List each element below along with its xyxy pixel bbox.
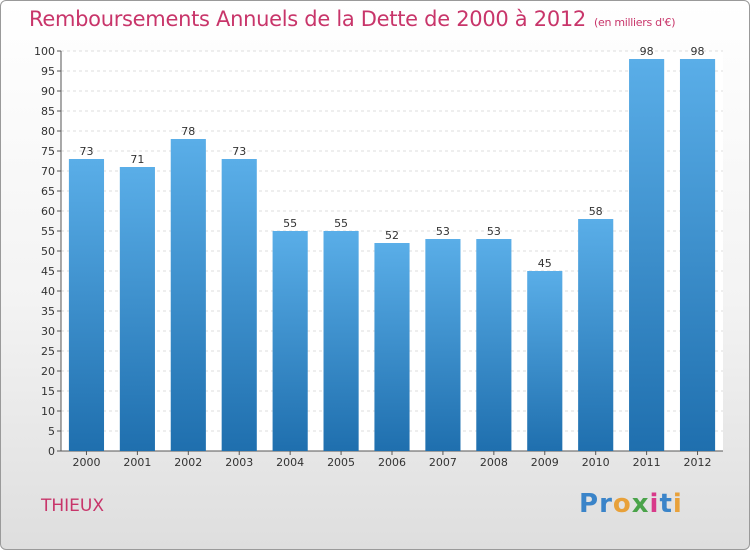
y-tick-label: 0	[48, 445, 55, 458]
bar-value-label: 73	[232, 145, 246, 158]
x-tick-label: 2003	[225, 456, 253, 469]
bar	[119, 167, 155, 451]
y-tick-label: 65	[41, 185, 55, 198]
y-tick-label: 45	[41, 265, 55, 278]
bar-value-label: 45	[538, 257, 552, 270]
y-tick-label: 70	[41, 165, 55, 178]
y-tick-label: 60	[41, 205, 55, 218]
bar-value-label: 58	[589, 205, 603, 218]
bar	[272, 231, 308, 451]
logo-letter: r	[599, 489, 613, 519]
x-tick-label: 2010	[582, 456, 610, 469]
x-tick-label: 2008	[480, 456, 508, 469]
y-tick-label: 100	[34, 45, 55, 58]
bar-value-label: 52	[385, 229, 399, 242]
bar-value-label: 73	[79, 145, 93, 158]
x-tick-label: 2002	[174, 456, 202, 469]
bar	[578, 219, 614, 451]
bar	[527, 271, 563, 451]
y-tick-label: 25	[41, 345, 55, 358]
y-tick-label: 10	[41, 405, 55, 418]
y-tick-label: 40	[41, 285, 55, 298]
bar-value-label: 53	[487, 225, 501, 238]
logo-letter: i	[672, 489, 683, 519]
bar	[221, 159, 257, 451]
x-tick-label: 2009	[531, 456, 559, 469]
bar	[679, 59, 716, 451]
logo-letter: i	[649, 489, 660, 519]
y-tick-label: 35	[41, 305, 55, 318]
bar-value-label: 98	[691, 45, 705, 58]
bar-value-label: 53	[436, 225, 450, 238]
x-tick-label: 2011	[633, 456, 661, 469]
bar	[476, 239, 512, 451]
proxiti-logo: Proxiti	[579, 489, 683, 519]
y-tick-label: 55	[41, 225, 55, 238]
y-tick-label: 5	[48, 425, 55, 438]
y-tick-label: 90	[41, 85, 55, 98]
y-tick-label: 30	[41, 325, 55, 338]
logo-letter: t	[659, 489, 673, 519]
y-tick-label: 20	[41, 365, 55, 378]
x-tick-label: 2007	[429, 456, 457, 469]
bar-value-label: 78	[181, 125, 195, 138]
y-tick-label: 15	[41, 385, 55, 398]
chart-title: Remboursements Annuels de la Dette de 20…	[29, 7, 675, 31]
y-tick-label: 95	[41, 65, 55, 78]
chart-title-text: Remboursements Annuels de la Dette de 20…	[29, 7, 586, 31]
bar	[374, 243, 410, 451]
bar	[629, 59, 665, 451]
x-tick-label: 2012	[684, 456, 712, 469]
bar-value-label: 55	[334, 217, 348, 230]
bar-value-label: 98	[640, 45, 654, 58]
bar-value-label: 71	[130, 153, 144, 166]
bar	[425, 239, 461, 451]
chart-unit: (en milliers d'€)	[594, 16, 676, 29]
y-tick-label: 85	[41, 105, 55, 118]
bar	[170, 139, 206, 451]
bar-value-label: 55	[283, 217, 297, 230]
x-tick-label: 2005	[327, 456, 355, 469]
x-tick-label: 2001	[123, 456, 151, 469]
commune-name: THIEUX	[41, 496, 105, 516]
x-tick-label: 2000	[72, 456, 100, 469]
x-tick-label: 2006	[378, 456, 406, 469]
y-tick-label: 75	[41, 145, 55, 158]
logo-letter: P	[579, 489, 600, 519]
y-tick-label: 50	[41, 245, 55, 258]
y-tick-label: 80	[41, 125, 55, 138]
logo-letter: o	[612, 489, 632, 519]
x-tick-label: 2004	[276, 456, 304, 469]
logo-letter: x	[631, 489, 650, 519]
bar	[323, 231, 359, 451]
bar	[68, 159, 105, 451]
